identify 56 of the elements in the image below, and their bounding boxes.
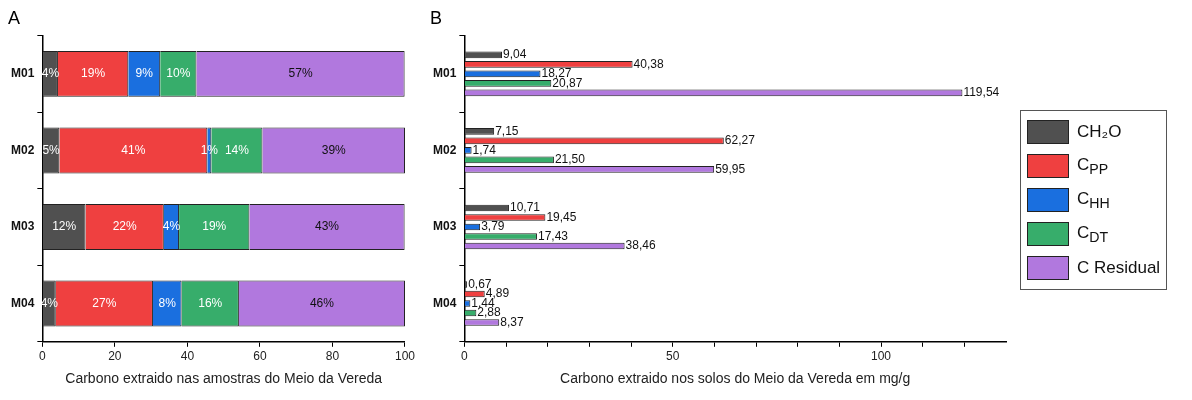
data-label: 19,45 — [546, 209, 577, 224]
x-axis-title: Carbono extraido nos solos do Meio da Vereda em mg/g — [560, 370, 911, 387]
data-label: 43% — [315, 219, 340, 234]
y-tick-label: M01 — [433, 66, 457, 81]
data-label: 62,27 — [724, 133, 756, 148]
y-tick-label: M04 — [433, 295, 457, 310]
y-tick-label: M03 — [11, 219, 35, 234]
data-label: 27% — [92, 295, 117, 310]
data-label: 8% — [158, 295, 177, 310]
y-tick-label: M04 — [11, 295, 35, 310]
data-label: 10,71 — [509, 200, 541, 215]
x-tick-label: 0 — [461, 349, 468, 364]
data-label: 1,74 — [472, 142, 497, 157]
y-tick-label: M01 — [11, 66, 35, 81]
data-label: 14% — [224, 142, 250, 157]
chart-title: B — [430, 7, 443, 28]
data-label: 10% — [166, 66, 191, 81]
legend-label: C Residual — [1077, 258, 1161, 278]
data-label: 9% — [135, 66, 154, 81]
x-tick-label: 40 — [180, 349, 195, 364]
data-label: 46% — [309, 295, 335, 310]
legend-label: CH₂O — [1077, 122, 1122, 142]
x-axis-title: Carbono extraido nas amostras do Meio da Vereda — [65, 370, 383, 387]
data-label: 39% — [321, 142, 347, 157]
data-label: 16% — [198, 295, 223, 310]
y-tick-label: M03 — [433, 219, 457, 234]
y-tick-label: M02 — [11, 142, 35, 157]
x-tick-label: 0 — [39, 349, 46, 364]
chart-title: A — [8, 7, 21, 28]
x-tick-label: 60 — [253, 349, 267, 364]
data-label: 19% — [202, 219, 227, 234]
data-label: 22% — [112, 219, 137, 234]
data-label: 59,95 — [715, 161, 746, 176]
x-tick-label: 100 — [870, 349, 892, 364]
x-tick-label: 50 — [665, 349, 680, 364]
data-label: 57% — [288, 66, 313, 81]
data-label: 12% — [52, 219, 77, 234]
y-tick-label: M02 — [433, 142, 457, 157]
data-label: 41% — [121, 142, 146, 157]
x-tick-label: 20 — [108, 349, 122, 364]
data-label: 19% — [81, 66, 106, 81]
data-label: 17,43 — [537, 228, 569, 243]
data-label: 21,50 — [554, 152, 586, 167]
data-label: 9,04 — [503, 47, 527, 62]
data-label: 3,79 — [481, 219, 505, 234]
x-tick-label: 100 — [394, 349, 416, 364]
legend-label: C$_{HH}$ — [1077, 188, 1110, 212]
legend-label: C$_{PP}$ — [1077, 154, 1109, 178]
data-label: 8,37 — [500, 314, 524, 329]
data-label: 40,38 — [633, 56, 664, 71]
data-label: 38,46 — [625, 238, 656, 253]
x-tick-label: 80 — [325, 349, 340, 364]
legend-label: C$_{DT}$ — [1077, 222, 1109, 246]
data-label: 119,54 — [963, 85, 1000, 100]
data-label: 0,67 — [468, 276, 492, 291]
data-label: 7,15 — [495, 123, 519, 138]
